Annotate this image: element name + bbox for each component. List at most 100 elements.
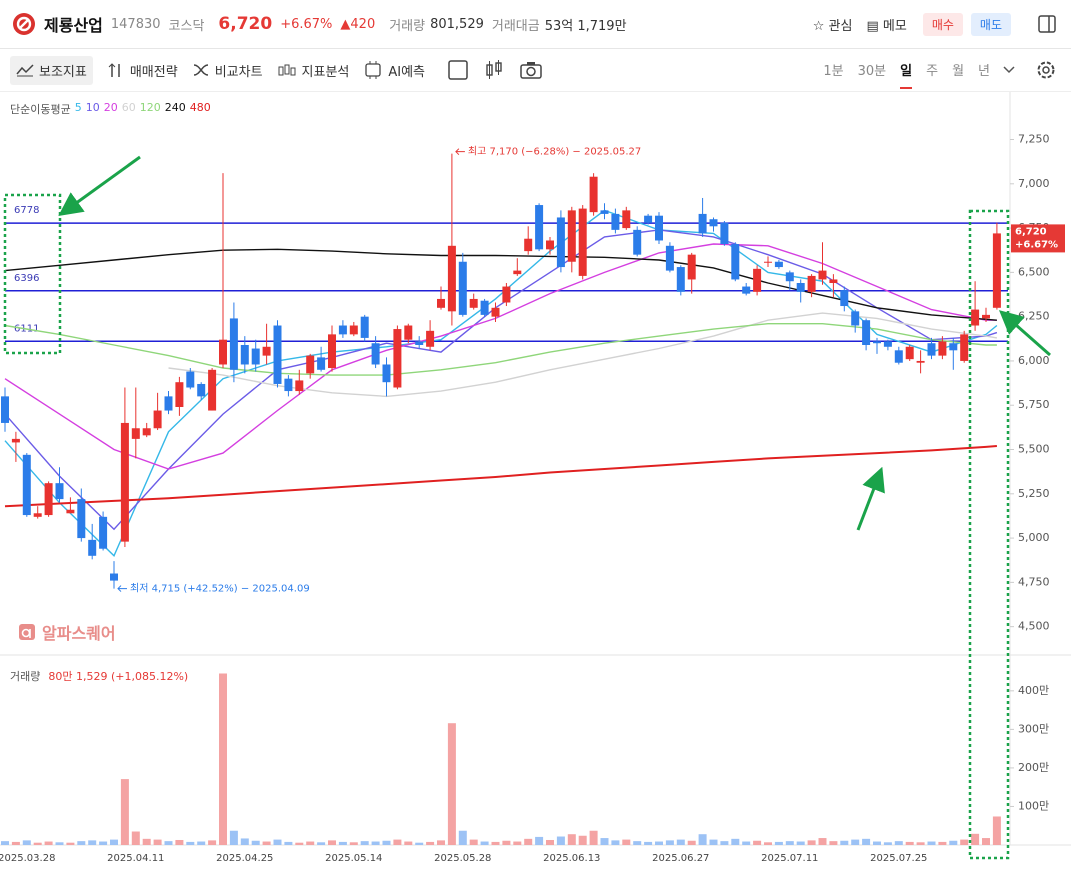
candle-body	[164, 396, 173, 411]
pointer-arrow	[856, 466, 885, 531]
camera-icon[interactable]	[519, 59, 543, 81]
volume-bar	[110, 839, 118, 845]
tool[interactable]: 매매전략	[107, 61, 178, 80]
volume-bar	[524, 838, 533, 845]
high-arrow	[455, 148, 465, 156]
period[interactable]: 년	[978, 63, 990, 79]
checkbox-icon[interactable]	[447, 59, 469, 81]
watch-button[interactable]: ☆ 관심	[812, 18, 853, 34]
high-annotation: 최고 7,170 (−6.28%) − 2025.05.27	[468, 146, 641, 158]
candle-body	[262, 346, 271, 356]
period[interactable]: 주	[926, 63, 939, 79]
candle-body	[219, 339, 227, 365]
volume-bar	[426, 841, 435, 845]
candle-body	[873, 341, 881, 344]
period[interactable]: 1분	[823, 63, 844, 79]
candle-body	[77, 499, 86, 539]
volume-bar	[611, 840, 620, 845]
volume-bar	[208, 840, 217, 845]
candle-body	[153, 410, 162, 429]
header: 제룡산업 147830 코스닥 6,720 +6.67% ▲420 거래량 80…	[0, 0, 1071, 49]
y-tick-label: 6,000	[1018, 354, 1050, 367]
volume-bar	[633, 841, 642, 845]
ma-line	[4, 243, 997, 470]
volume-bar	[458, 830, 467, 845]
candle-body	[328, 334, 336, 369]
volume-bar	[328, 840, 336, 845]
volume-bar	[273, 839, 282, 845]
volume-bar	[687, 840, 696, 845]
low-arrow	[117, 585, 127, 592]
legend-entry: 5	[74, 101, 82, 114]
pointer-arrow	[998, 310, 1051, 357]
candle-body	[982, 314, 990, 319]
volume-bar	[437, 840, 445, 845]
candle-body	[11, 438, 20, 443]
period[interactable]: 30분	[857, 63, 887, 79]
candle-body	[927, 343, 936, 356]
candle-body	[774, 261, 783, 268]
volume-bar	[873, 841, 881, 845]
tool-label: 매매전략	[129, 64, 178, 80]
volume-bar	[982, 838, 990, 845]
candle-body	[622, 210, 631, 229]
settings-icon[interactable]	[1035, 59, 1057, 81]
volume-bar	[415, 842, 424, 845]
candle-body	[55, 483, 64, 500]
x-tick-label: 2025.07.11	[761, 853, 818, 864]
x-tick-label: 2025.05.14	[325, 853, 382, 864]
period[interactable]: 일	[900, 52, 913, 89]
volume-bar	[229, 830, 238, 845]
tool-label: 보조지표	[39, 64, 87, 80]
candle-body	[600, 210, 609, 214]
volume-bar	[175, 839, 184, 845]
icon	[108, 63, 120, 77]
tool[interactable]: AI예측	[363, 61, 425, 80]
volume-bar	[22, 840, 31, 845]
volume-bar	[513, 841, 522, 845]
memo-button[interactable]: ▤ 메모	[866, 18, 907, 34]
icon	[16, 64, 34, 77]
candle-body	[284, 378, 293, 392]
x-tick-label: 2025.07.25	[870, 853, 927, 864]
change-pct: +6.67%	[280, 16, 333, 32]
candle-body	[709, 219, 718, 227]
period-selector: 1분 30분 일 주 월 년	[816, 52, 997, 89]
candle-body	[829, 279, 838, 283]
tool[interactable]: 비교차트	[192, 61, 263, 80]
y-tick-label: 5,750	[1018, 398, 1050, 411]
candle-body	[437, 298, 445, 308]
buy-button[interactable]: 매수	[922, 12, 963, 36]
candle-body	[513, 270, 522, 275]
volume-bar	[851, 839, 860, 845]
candle-body	[905, 346, 914, 360]
volume-bar	[818, 838, 827, 845]
volume-bar	[774, 841, 783, 845]
candle-body	[404, 325, 413, 340]
panel-icon[interactable]	[1037, 14, 1057, 34]
sell-button[interactable]: 매도	[970, 12, 1011, 36]
x-tick-label: 2025.06.13	[543, 853, 600, 864]
volume-bar	[622, 839, 631, 845]
chevron[interactable]	[1003, 65, 1015, 75]
volume-bar	[284, 841, 293, 845]
candle-body	[240, 345, 249, 365]
tool[interactable]: 지표분석	[277, 61, 349, 80]
candle-body	[633, 229, 642, 255]
candle-icon[interactable]	[483, 59, 505, 81]
candle-body	[349, 325, 358, 335]
candle-body	[229, 318, 238, 370]
candle-body	[655, 215, 663, 241]
candle-body	[862, 320, 871, 345]
volume-bar	[556, 836, 565, 845]
last-change: +6.67%	[1015, 239, 1058, 250]
tool[interactable]: 보조지표	[10, 55, 93, 85]
candle-body	[949, 343, 958, 351]
period[interactable]: 월	[952, 63, 965, 79]
volume-bar	[219, 673, 227, 845]
candle-body	[567, 210, 576, 262]
x-tick-label: 2025.06.27	[652, 853, 709, 864]
candle-body	[197, 383, 206, 397]
volume-bar	[382, 840, 391, 845]
volume-bar	[251, 840, 260, 845]
